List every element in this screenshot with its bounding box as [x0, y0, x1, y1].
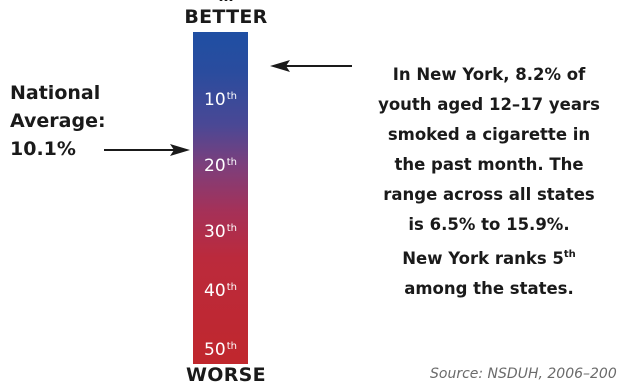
ny-rank-line: New York ranks 5th — [402, 249, 576, 268]
ny-line-6: is 6.5% to 15.9%. — [408, 215, 570, 234]
ny-line-4: the past month. The — [394, 155, 584, 174]
national-arrow-icon — [104, 144, 190, 156]
ny-line-1: In New York, 8.2% of — [392, 65, 586, 84]
clipped-heading-fragment: … — [196, 0, 256, 4]
national-line-2: Average: — [10, 110, 106, 132]
national-value: 10.1% — [10, 138, 76, 160]
ny-rank-tail: among the states. — [404, 279, 574, 298]
rank-tick-40: 40th — [204, 281, 237, 301]
rank-tick-10: 10th — [204, 90, 237, 110]
rank-tick-20: 20th — [204, 156, 237, 176]
rank-scale-bar: 10th 20th 30th 40th 50th — [193, 32, 248, 364]
ny-line-5: range across all states — [383, 185, 595, 204]
worse-label: WORSE — [186, 364, 266, 386]
ny-line-3: smoked a cigarette in — [387, 125, 591, 144]
better-label: BETTER — [184, 6, 268, 28]
rank-tick-30: 30th — [204, 222, 237, 242]
new-york-arrow-icon — [270, 60, 352, 72]
new-york-description: In New York, 8.2% of youth aged 12–17 ye… — [350, 60, 626, 304]
national-line-1: National — [10, 82, 101, 104]
ny-line-2: youth aged 12–17 years — [378, 95, 600, 114]
rank-tick-50: 50th — [204, 340, 237, 360]
national-average-label: National Average: 10.1% — [10, 79, 106, 163]
source-note: Source: NSDUH, 2006–200 — [430, 366, 617, 382]
